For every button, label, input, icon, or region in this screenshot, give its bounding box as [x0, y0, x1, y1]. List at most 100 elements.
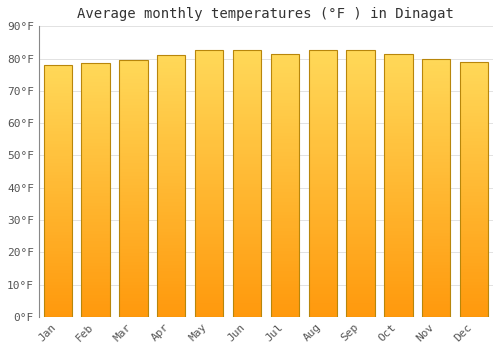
Bar — [119, 66, 148, 70]
Bar — [346, 307, 375, 310]
Bar — [308, 107, 337, 110]
Bar — [384, 64, 412, 67]
Bar — [308, 140, 337, 144]
Bar — [308, 104, 337, 107]
Bar — [82, 105, 110, 108]
Bar — [157, 281, 186, 284]
Bar — [346, 94, 375, 97]
Bar — [82, 187, 110, 190]
Bar — [44, 304, 72, 307]
Bar — [119, 124, 148, 127]
Bar — [82, 206, 110, 209]
Bar — [119, 314, 148, 317]
Bar — [460, 215, 488, 218]
Bar — [460, 100, 488, 103]
Bar — [270, 189, 299, 192]
Bar — [460, 279, 488, 282]
Bar — [308, 303, 337, 307]
Bar — [346, 174, 375, 177]
Bar — [346, 64, 375, 67]
Bar — [460, 113, 488, 116]
Bar — [422, 133, 450, 136]
Bar — [233, 50, 261, 54]
Bar — [422, 291, 450, 294]
Bar — [44, 71, 72, 75]
Bar — [119, 163, 148, 166]
Bar — [270, 175, 299, 179]
Bar — [157, 75, 186, 78]
Bar — [44, 103, 72, 106]
Bar — [308, 131, 337, 134]
Bar — [233, 87, 261, 90]
Bar — [270, 241, 299, 244]
Bar — [119, 250, 148, 253]
Bar — [119, 246, 148, 250]
Bar — [384, 133, 412, 136]
Bar — [82, 310, 110, 314]
Bar — [119, 208, 148, 211]
Bar — [44, 222, 72, 225]
Bar — [44, 65, 72, 68]
Bar — [157, 238, 186, 242]
Bar — [233, 267, 261, 270]
Bar — [422, 201, 450, 204]
Bar — [195, 307, 224, 310]
Bar — [460, 240, 488, 244]
Bar — [346, 237, 375, 240]
Bar — [82, 219, 110, 222]
Bar — [270, 130, 299, 133]
Bar — [82, 190, 110, 193]
Bar — [44, 314, 72, 317]
Bar — [384, 86, 412, 90]
Bar — [195, 237, 224, 240]
Bar — [195, 244, 224, 247]
Bar — [157, 111, 186, 114]
Bar — [44, 160, 72, 163]
Bar — [460, 301, 488, 304]
Bar — [308, 217, 337, 220]
Bar — [422, 184, 450, 188]
Bar — [422, 181, 450, 184]
Bar — [308, 127, 337, 131]
Bar — [233, 94, 261, 97]
Bar — [460, 122, 488, 126]
Bar — [384, 162, 412, 166]
Bar — [44, 279, 72, 282]
Bar — [384, 146, 412, 149]
Bar — [422, 252, 450, 256]
Bar — [270, 113, 299, 116]
Bar — [44, 109, 72, 112]
Bar — [384, 267, 412, 271]
Bar — [346, 187, 375, 190]
Bar — [44, 216, 72, 219]
Bar — [422, 262, 450, 265]
Bar — [233, 310, 261, 314]
Bar — [82, 98, 110, 101]
Bar — [119, 144, 148, 147]
Bar — [460, 103, 488, 106]
Bar — [422, 230, 450, 233]
Bar — [233, 64, 261, 67]
Bar — [195, 214, 224, 217]
Bar — [270, 172, 299, 175]
Bar — [308, 274, 337, 277]
Bar — [157, 314, 186, 317]
Bar — [44, 106, 72, 109]
Bar — [157, 65, 186, 68]
Bar — [270, 287, 299, 290]
Bar — [384, 116, 412, 119]
Bar — [308, 227, 337, 230]
Bar — [384, 172, 412, 175]
Bar — [195, 170, 224, 174]
Bar — [460, 180, 488, 183]
Bar — [270, 106, 299, 110]
Bar — [422, 120, 450, 123]
Bar — [460, 158, 488, 161]
Bar — [346, 240, 375, 244]
Bar — [384, 189, 412, 192]
Bar — [308, 57, 337, 61]
Bar — [460, 307, 488, 310]
Bar — [195, 64, 224, 67]
Bar — [384, 314, 412, 317]
Bar — [195, 257, 224, 260]
